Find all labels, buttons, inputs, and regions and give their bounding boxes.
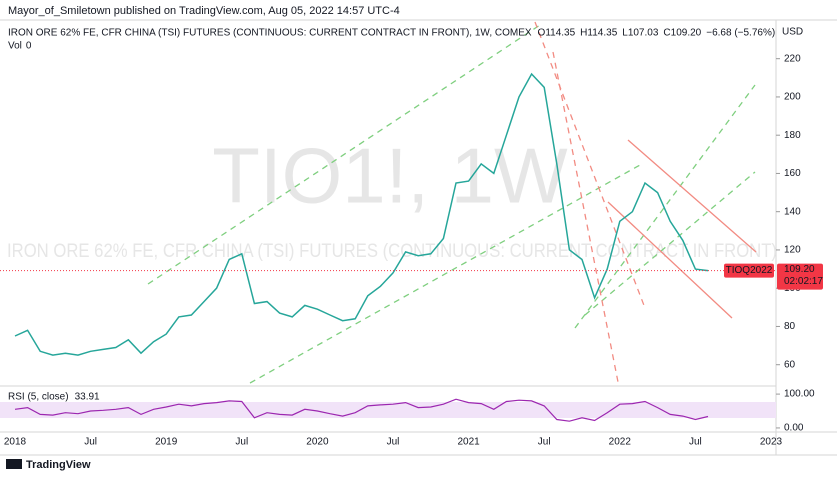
quote-value: 114.35 <box>587 28 617 39</box>
contract: TIOQ2022 <box>726 265 773 276</box>
quote-value: 109.20 <box>671 28 702 39</box>
y-tick-label: 160 <box>784 168 801 179</box>
rsi-value: 33.91 <box>75 392 100 403</box>
x-tick-label: Jul <box>689 437 702 448</box>
volume-label: Vol <box>8 41 22 52</box>
currency: USD <box>782 27 803 38</box>
last-price: 109.20 <box>784 264 815 275</box>
y-tick-label: 140 <box>784 206 801 217</box>
drawings <box>147 21 756 384</box>
rsi-title: RSI (5, close) <box>8 392 69 403</box>
y-tick-label: 220 <box>784 53 801 64</box>
price-line <box>14 72 709 356</box>
x-tick-label: 2019 <box>155 437 178 448</box>
x-tick-label: Jul <box>387 437 400 448</box>
x-tick-label: 2023 <box>760 437 783 448</box>
trend-line <box>534 21 646 309</box>
quote-value: 114.35 <box>545 28 575 39</box>
quote-key: H <box>580 28 587 39</box>
x-tick-label: Jul <box>538 437 551 448</box>
x-tick-label: Jul <box>235 437 248 448</box>
volume-value: 0 <box>26 41 32 52</box>
y-tick-label: 80 <box>784 321 796 332</box>
quote-key: C <box>663 28 670 39</box>
x-tick-label: 2018 <box>4 437 27 448</box>
watermark-name: IRON ORE 62% FE, CFR CHINA (TSI) FUTURES… <box>7 241 777 262</box>
symbol: IRON ORE 62% FE, CFR CHINA (TSI) FUTURES… <box>8 28 532 39</box>
y-tick-label: 60 <box>784 359 796 370</box>
logo <box>6 459 22 469</box>
trend-line <box>147 24 541 285</box>
footer: TradingView <box>26 459 91 471</box>
quote-key: O <box>538 28 546 39</box>
rsi-tick-label: 100.00 <box>784 389 815 400</box>
channel-line <box>627 139 757 253</box>
trend-line <box>552 51 619 383</box>
watermark: TIO1!, 1W <box>212 132 568 220</box>
trend-line <box>249 164 641 384</box>
y-tick-label: 120 <box>784 245 801 256</box>
change: −6.68 (−5.76%) <box>706 28 775 39</box>
x-tick-label: 2021 <box>457 437 480 448</box>
quote-value: 107.03 <box>628 28 659 39</box>
header: Mayor_of_Smiletown published on TradingV… <box>8 5 400 17</box>
y-tick-label: 180 <box>784 130 801 141</box>
quote-key: L <box>622 28 628 39</box>
x-tick-label: 2020 <box>306 437 329 448</box>
rsi-tick-label: 0.00 <box>784 423 804 434</box>
x-tick-label: 2022 <box>609 437 632 448</box>
rsi-line <box>14 398 709 422</box>
trend-line <box>584 171 756 316</box>
x-tick-label: Jul <box>84 437 97 448</box>
y-tick-label: 200 <box>784 92 801 103</box>
countdown: 02:02:17 <box>784 276 823 287</box>
channel-line <box>607 201 733 319</box>
price-badge <box>777 263 823 290</box>
contract-badge <box>724 263 774 278</box>
